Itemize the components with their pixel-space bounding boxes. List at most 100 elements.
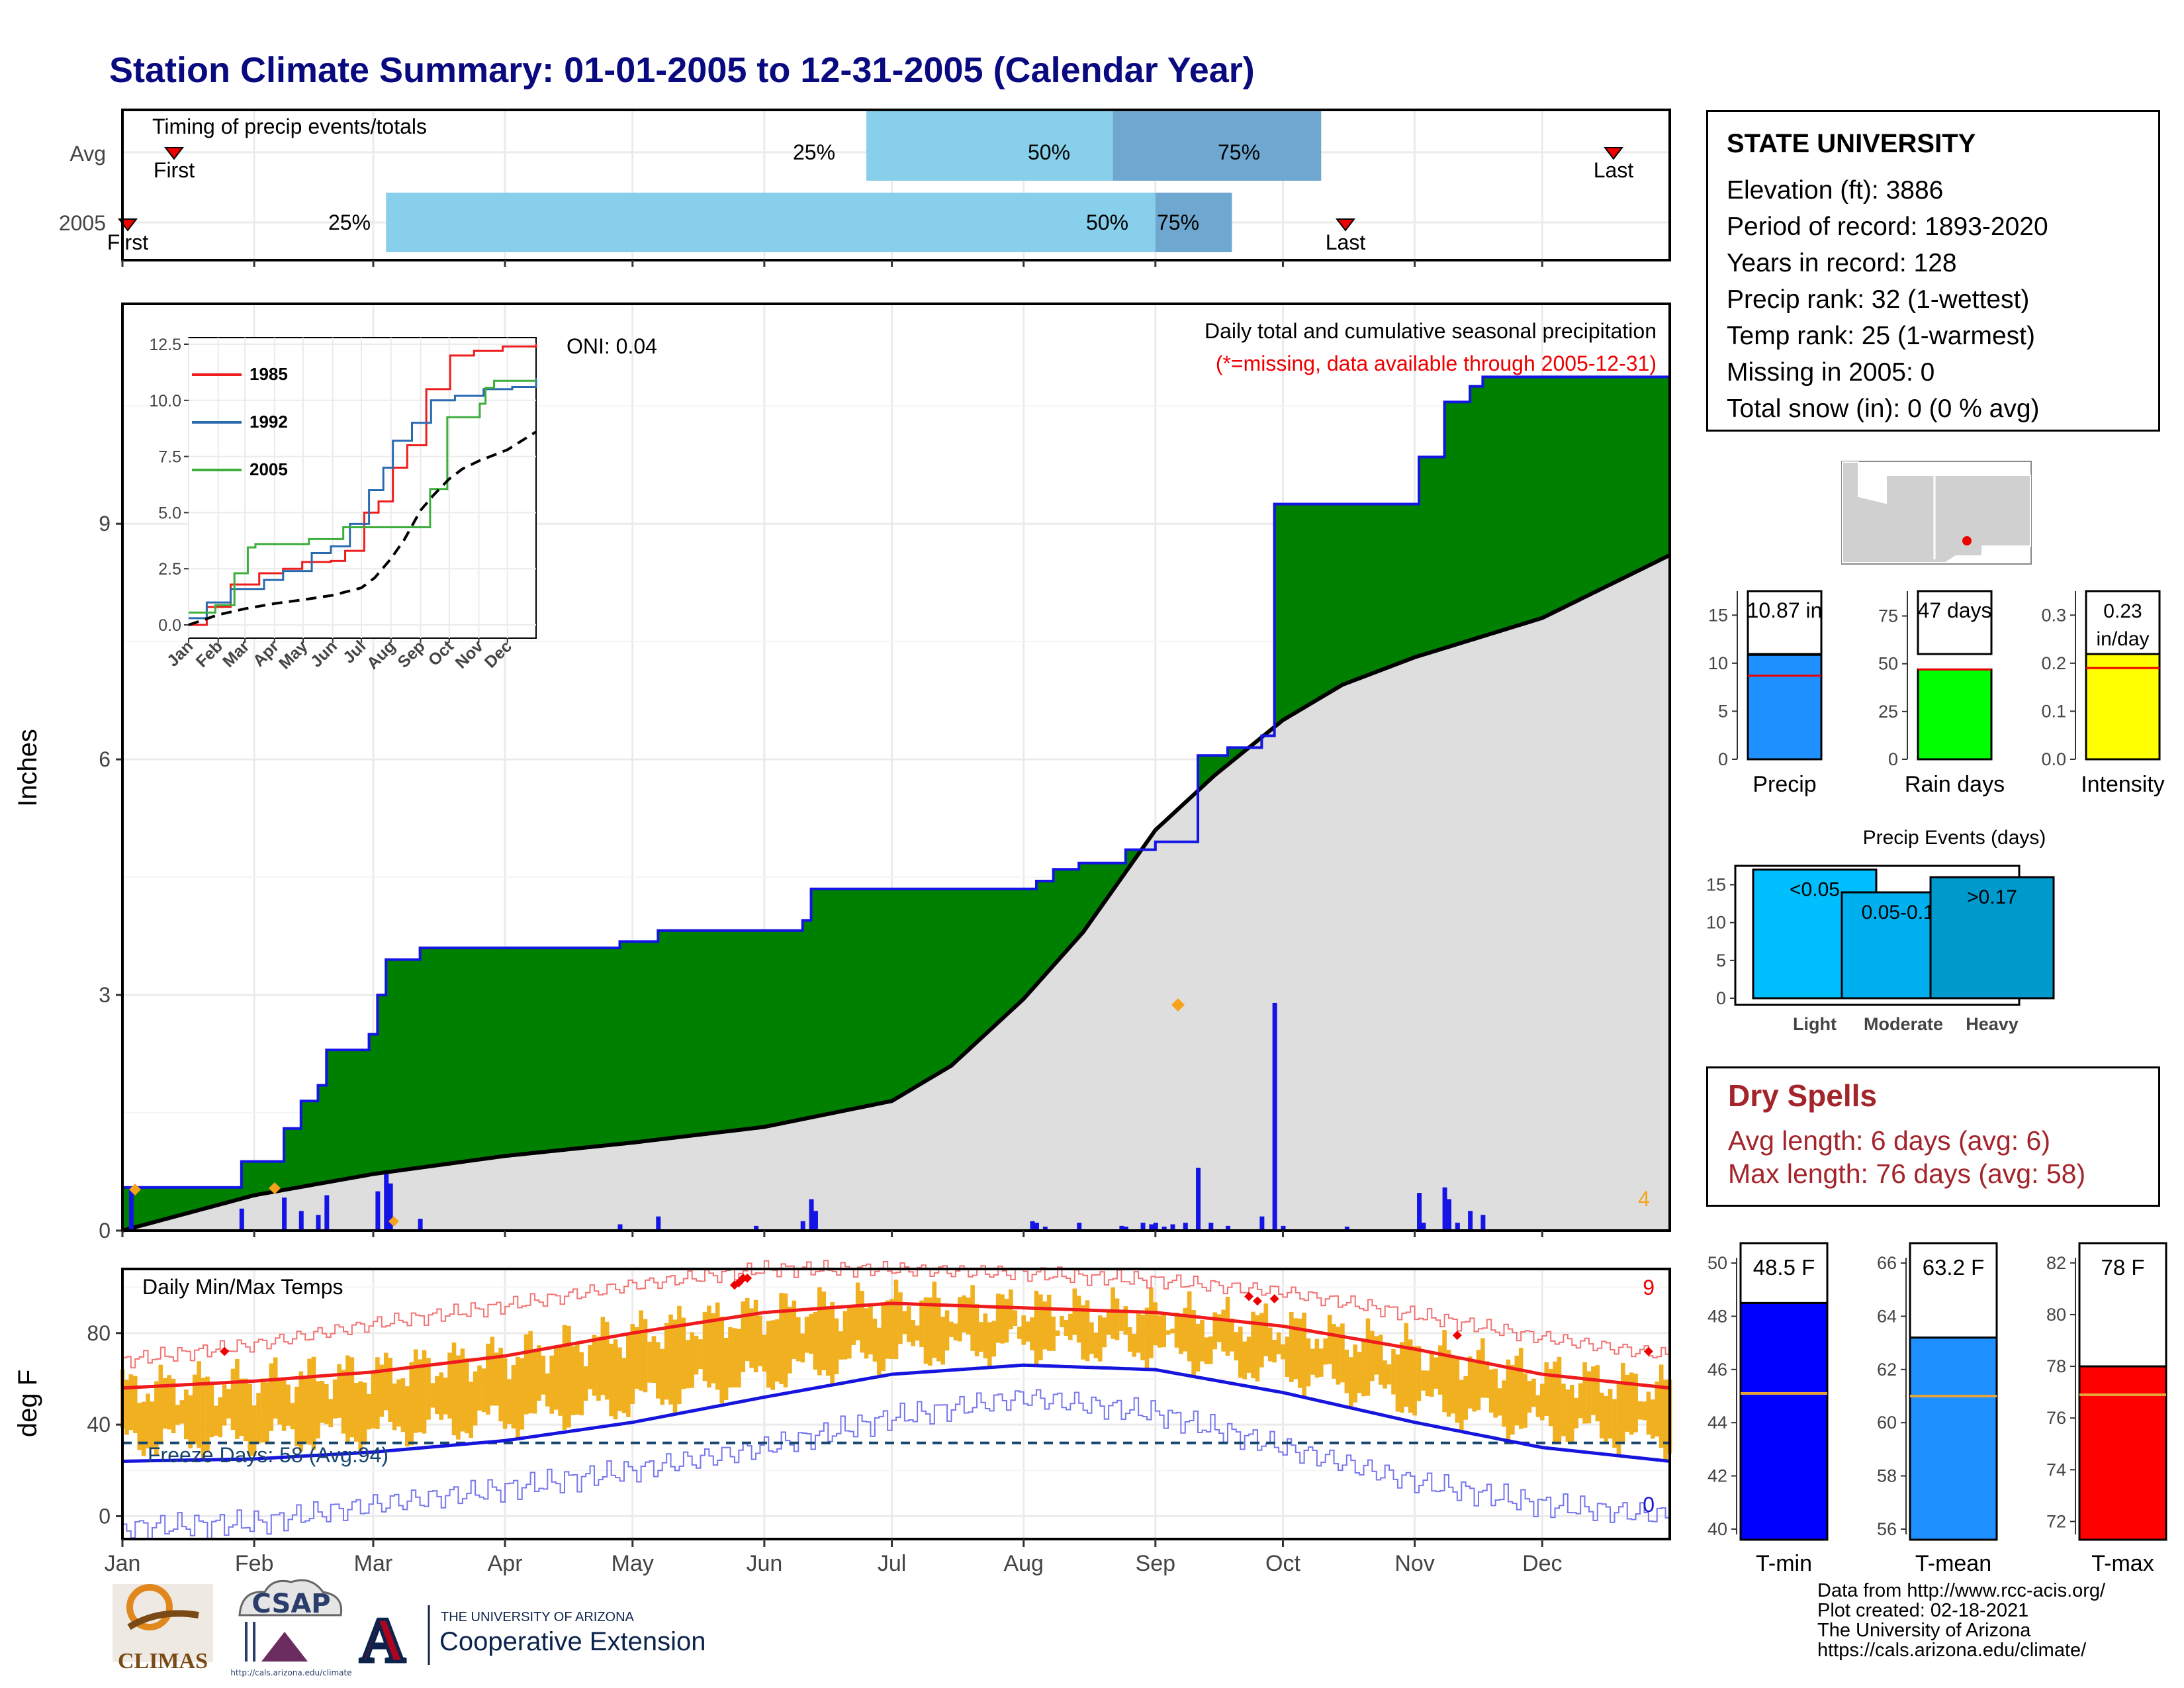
daily-temp-bar — [1187, 1291, 1192, 1362]
events-y-tick-label: 15 — [1706, 875, 1726, 895]
tmax-avg-line — [122, 1301, 1670, 1390]
station-info-box: STATE UNIVERSITY Elevation (ft): 3886 Pe… — [1706, 110, 2160, 432]
avg-last-label: Last — [1594, 158, 1634, 182]
summary-y-tick-label: 0 — [1888, 749, 1898, 769]
ua-extension-text: Cooperative Extension — [439, 1627, 705, 1656]
daily-temp-bar — [1663, 1380, 1668, 1460]
daily-temp-bar — [762, 1335, 767, 1372]
record-markers — [220, 1273, 1653, 1356]
daily-temp-bar — [162, 1378, 167, 1429]
daily-temp-bar — [154, 1381, 159, 1456]
daily-temp-bar — [1633, 1374, 1638, 1432]
daily-temp-bar — [1281, 1344, 1285, 1360]
daily-temp-bar — [205, 1376, 210, 1453]
daily-temp-bar — [507, 1379, 512, 1425]
avg-last-marker — [1603, 147, 1624, 160]
daily-temp-bar — [1400, 1342, 1404, 1413]
daily-temp-bar — [473, 1371, 478, 1426]
daily-temp-bar — [214, 1405, 218, 1436]
daily-temp-bar — [1089, 1322, 1094, 1354]
daily-temp-bar — [1344, 1349, 1349, 1393]
record-high-marker — [743, 1273, 752, 1283]
daily-temp-bar — [1267, 1327, 1273, 1362]
csap-cloud-icon — [238, 1579, 343, 1617]
daily-temp-bar — [320, 1381, 325, 1423]
inset-y-tick-label: 0.0 — [158, 616, 181, 635]
daily-temp-bar — [821, 1291, 827, 1370]
daily-temp-bar — [269, 1363, 274, 1431]
daily-temp-bar — [839, 1331, 843, 1360]
daily-temp-bar — [1535, 1395, 1541, 1417]
daily-temp-bar — [1212, 1312, 1218, 1350]
daily-temp-bar — [435, 1376, 439, 1415]
daily-temp-bar — [685, 1340, 690, 1389]
daily-temp-bar — [893, 1280, 899, 1360]
daily-temp-bar — [792, 1300, 797, 1359]
daily-temp-bar — [1098, 1315, 1103, 1362]
daily-temp-bar — [944, 1310, 950, 1351]
daily-temp-bar — [592, 1335, 597, 1396]
daily-precip-bar — [1140, 1223, 1146, 1231]
daily-temp-bar — [545, 1373, 550, 1407]
daily-precip-bar — [1196, 1168, 1201, 1231]
daily-temp-bar — [1642, 1401, 1647, 1421]
daily-temp-bar — [400, 1378, 406, 1432]
daily-temp-bar — [1629, 1372, 1634, 1435]
daily-temp-bar — [770, 1320, 776, 1390]
daily-temp-bar — [1055, 1330, 1060, 1336]
precip-panel: 4 ONI: 0.04 Daily total and cumulative s… — [13, 303, 1671, 1243]
summary-value-box — [1747, 590, 1823, 655]
climas-sun-icon — [126, 1584, 173, 1630]
daily-temp-bar — [1557, 1356, 1562, 1442]
daily-precip-bar — [1119, 1225, 1124, 1231]
daily-precip-bar — [1447, 1199, 1451, 1231]
daily-temp-bar — [1314, 1338, 1320, 1378]
daily-temp-bar — [613, 1339, 618, 1420]
daily-temp-bar — [979, 1322, 983, 1352]
summary-bar-label: Intensity — [2081, 772, 2165, 797]
daily-temp-bar — [1616, 1382, 1621, 1455]
tmin-record-line — [122, 1389, 1670, 1540]
daily-temp-bar — [860, 1291, 864, 1353]
daily-temp-bar — [422, 1350, 427, 1434]
inset-y-tick-label: 10.0 — [149, 392, 181, 410]
temp-summary-y-tick-label: 76 — [2046, 1408, 2066, 1428]
daily-temp-bar — [1655, 1381, 1660, 1436]
inset-chart: 0.02.55.07.510.012.5JanFebMarAprMayJunJu… — [149, 336, 537, 673]
daily-temp-bar — [583, 1366, 588, 1401]
daily-temp-bar — [273, 1357, 278, 1419]
daily-temp-bar — [1132, 1334, 1136, 1357]
daily-precip-bar — [316, 1215, 321, 1231]
y2005-p50-label: 50% — [1086, 211, 1128, 234]
daily-temp-bar — [779, 1293, 784, 1384]
daily-precip-bar — [384, 1174, 389, 1231]
daily-temp-bar — [1289, 1312, 1294, 1383]
daily-temp-bar — [753, 1299, 758, 1373]
summary-y-tick-label: 0.2 — [2041, 653, 2066, 673]
daily-temp-bar — [1383, 1360, 1387, 1389]
summary-y-tick-label: 15 — [1708, 605, 1728, 625]
month-label: Jan — [105, 1551, 141, 1576]
daily-temp-bar — [813, 1311, 818, 1370]
daily-temp-bar — [881, 1304, 886, 1371]
map-states — [1842, 461, 2031, 563]
daily-temp-bar — [690, 1332, 694, 1388]
dry-spells-max: Max length: 76 days (avg: 58) — [1728, 1158, 2086, 1189]
daily-temp-bar — [1259, 1313, 1264, 1368]
daily-temp-bar — [248, 1383, 252, 1456]
daily-temp-bar — [239, 1378, 244, 1436]
daily-temp-bar — [226, 1389, 231, 1419]
inset-y-tick-label: 2.5 — [158, 560, 181, 579]
credit-url: https://cals.arizona.edu/climate/ — [1817, 1640, 2087, 1661]
daily-temp-bar — [362, 1382, 367, 1445]
daily-temp-bar — [307, 1358, 312, 1445]
daily-temp-bar — [953, 1323, 958, 1340]
missing-note: (*=missing, data available through 2005-… — [1216, 352, 1657, 375]
daily-temp-bar — [1340, 1323, 1345, 1383]
daily-temp-bar — [970, 1285, 975, 1351]
station-missing: Missing in 2005: 0 — [1727, 358, 1935, 387]
daily-temp-bar — [596, 1336, 601, 1401]
daily-temp-bar — [230, 1368, 236, 1430]
daily-precip-bar — [813, 1211, 818, 1231]
daily-temp-bar — [1502, 1380, 1506, 1427]
